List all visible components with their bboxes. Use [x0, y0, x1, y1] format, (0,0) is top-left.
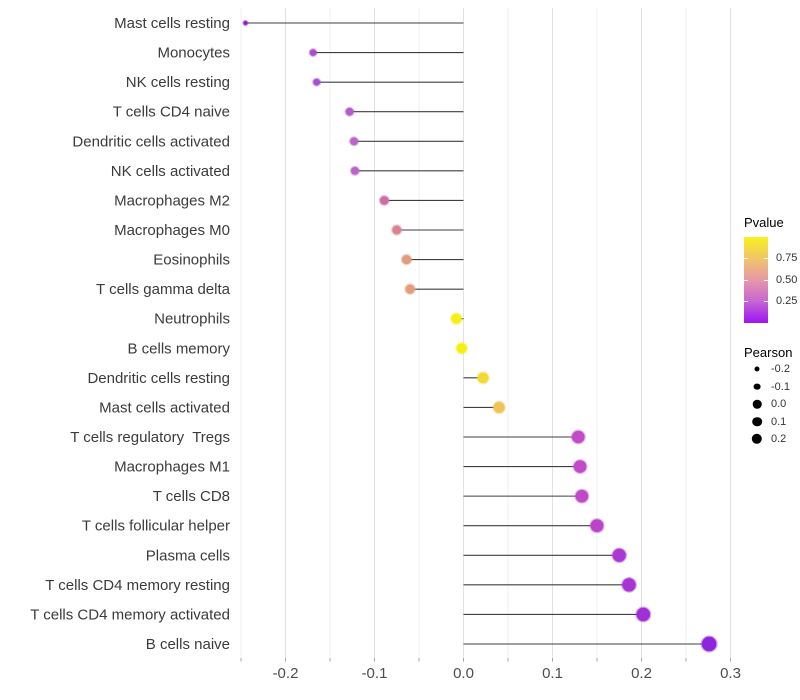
y-axis-label: Neutrophils — [154, 311, 230, 328]
y-axis-label: T cells CD8 — [153, 488, 230, 505]
pvalue-tick-label: 0.25 — [776, 295, 798, 307]
y-axis-label: Mast cells activated — [99, 399, 230, 416]
lollipop-dot — [611, 547, 628, 564]
pearson-legend-label: 0.0 — [771, 398, 787, 410]
y-axis-label: Macrophages M2 — [114, 192, 230, 209]
pearson-legend-dot — [754, 366, 760, 372]
y-axis-label: Plasma cells — [146, 547, 230, 564]
y-axis-label: NK cells resting — [126, 74, 230, 91]
pearson-legend-dot — [752, 399, 762, 409]
y-axis-label: Eosinophils — [153, 252, 230, 269]
x-tick-label: -0.1 — [362, 665, 388, 682]
lollipop-dot — [378, 194, 390, 206]
y-axis-label: Dendritic cells activated — [72, 133, 230, 150]
pearson-legend-label: 0.2 — [771, 433, 787, 445]
pvalue-tick-label: 0.75 — [776, 252, 798, 264]
pearson-legend-label: -0.1 — [771, 380, 790, 393]
lollipop-dot — [589, 518, 605, 534]
pearson-legend-dot — [753, 383, 761, 390]
y-axis-label: T cells gamma delta — [96, 281, 231, 298]
pvalue-gradient-tick — [764, 258, 768, 259]
pearson-size-legend: Pearson -0.2 -0.1 0.0 0.1 0.2 — [744, 345, 800, 445]
y-axis-label: Mast cells resting — [114, 15, 230, 32]
lollipop-dot — [572, 459, 588, 475]
lollipop-dot — [621, 576, 637, 593]
pvalue-gradient-tick — [744, 280, 748, 281]
lollipop-dot — [308, 48, 318, 58]
pearson-legend-dot — [752, 416, 762, 427]
lollipop-dot — [349, 165, 361, 177]
y-axis-label: Macrophages M1 — [114, 459, 230, 476]
lollipop-dot — [450, 312, 463, 326]
lollipop-dot — [635, 606, 652, 623]
y-axis-label: Monocytes — [157, 45, 230, 62]
y-axis-label: NK cells activated — [111, 163, 230, 180]
x-tick-label: 0.0 — [453, 665, 474, 682]
lollipop-dot — [312, 77, 322, 87]
y-axis-label: B cells memory — [127, 340, 230, 357]
pvalue-gradient-bar: 0.75 0.50 0.25 — [744, 237, 797, 323]
pvalue-color-legend: Pvalue 0.75 0.50 0.25 — [744, 215, 800, 323]
pvalue-tick-label: 0.50 — [776, 274, 798, 286]
pearson-legend-title: Pearson — [744, 345, 793, 360]
y-axis-label: B cells naive — [146, 636, 230, 653]
y-axis-label: T cells regulatory Tregs — [70, 429, 230, 446]
lollipop-dot — [344, 106, 355, 117]
pearson-legend-dot — [751, 433, 763, 445]
y-axis-label: Dendritic cells resting — [87, 370, 230, 387]
lollipop-dot — [700, 635, 718, 653]
pvalue-gradient-tick — [764, 301, 768, 302]
lollipop-dot — [242, 19, 249, 27]
y-axis-label: T cells CD4 naive — [113, 104, 230, 121]
y-axis-label: T cells CD4 memory resting — [45, 577, 230, 594]
y-axis-label: Macrophages M0 — [114, 222, 230, 239]
x-tick-label: 0.2 — [631, 665, 652, 682]
lollipop-dot — [570, 429, 586, 445]
pvalue-legend-title: Pvalue — [744, 215, 784, 230]
pvalue-gradient-tick — [744, 301, 748, 302]
lollipop-dot — [574, 488, 590, 504]
pvalue-gradient-tick — [744, 258, 748, 259]
lollipop-dot — [400, 253, 413, 266]
lollipop-dot — [492, 400, 506, 415]
pearson-legend-label: 0.1 — [771, 415, 787, 428]
lollipop-dot — [476, 371, 490, 385]
y-axis-label: T cells CD4 memory activated — [30, 606, 230, 623]
x-tick-label: 0.1 — [542, 665, 563, 682]
pearson-legend-label: -0.2 — [771, 363, 790, 375]
pvalue-gradient-tick — [764, 280, 768, 281]
lollipop-dot — [348, 136, 360, 147]
lollipop-dot — [455, 341, 469, 355]
lollipop-dot — [404, 283, 416, 295]
x-tick-label: -0.2 — [273, 665, 299, 682]
x-tick-label: 0.3 — [720, 665, 741, 682]
lollipop-dot — [391, 224, 403, 236]
y-axis-label: T cells follicular helper — [82, 518, 230, 535]
